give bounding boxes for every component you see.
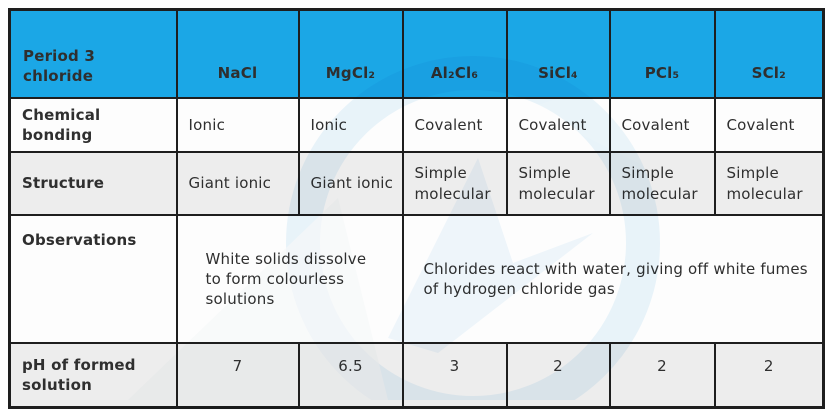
cell-ph-scl2: 2 [713,342,825,408]
cell-ph-sicl4: 2 [505,342,611,408]
cell-ph-pcl5: 2 [608,342,716,408]
row-observations: Observations White solids dissolve to fo… [8,214,825,344]
cell-structure-sicl4: Simple molecular [505,151,611,216]
cell-bonding-sicl4: Covalent [505,96,611,153]
row-ph: pH of formed solution 7 6.5 3 2 2 2 [8,342,825,408]
column-header-mgcl2: MgCl₂ [297,8,404,99]
cell-structure-nacl: Giant ionic [175,151,300,216]
column-header-nacl: NaCl [175,8,300,99]
column-header-scl2: SCl₂ [713,8,825,99]
table-card: Period 3 chloride NaCl MgCl₂ Al₂Cl₆ SiCl… [8,8,825,409]
cell-bonding-al2cl6: Covalent [401,96,508,153]
cell-ph-al2cl6: 3 [401,342,508,408]
cell-structure-pcl5: Simple molecular [608,151,716,216]
cell-structure-mgcl2: Giant ionic [297,151,404,216]
row-structure: Structure Giant ionic Giant ionic Simple… [8,151,825,216]
row-label-chemical-bonding: Chemical bonding [8,96,178,153]
row-label-observations: Observations [8,214,178,344]
column-header-sicl4: SiCl₄ [505,8,611,99]
cell-observations-covalent-chlorides: Chlorides react with water, giving off w… [401,214,825,344]
cell-bonding-nacl: Ionic [175,96,300,153]
cell-observations-ionic-chlorides: White solids dissolve to form colourless… [175,214,404,344]
cell-bonding-mgcl2: Ionic [297,96,404,153]
row-chemical-bonding: Chemical bonding Ionic Ionic Covalent Co… [8,96,825,153]
table-header-row: Period 3 chloride NaCl MgCl₂ Al₂Cl₆ SiCl… [8,8,825,99]
period3-chlorides-table: Period 3 chloride NaCl MgCl₂ Al₂Cl₆ SiCl… [8,8,825,409]
cell-structure-scl2: Simple molecular [713,151,825,216]
cell-bonding-scl2: Covalent [713,96,825,153]
column-header-al2cl6: Al₂Cl₆ [401,8,508,99]
cell-ph-mgcl2: 6.5 [297,342,404,408]
cell-structure-al2cl6: Simple molecular [401,151,508,216]
cell-ph-nacl: 7 [175,342,300,408]
row-label-structure: Structure [8,151,178,216]
column-header-pcl5: PCl₅ [608,8,716,99]
cell-bonding-pcl5: Covalent [608,96,716,153]
corner-header-period3-chloride: Period 3 chloride [8,8,178,99]
row-label-ph: pH of formed solution [8,342,178,408]
